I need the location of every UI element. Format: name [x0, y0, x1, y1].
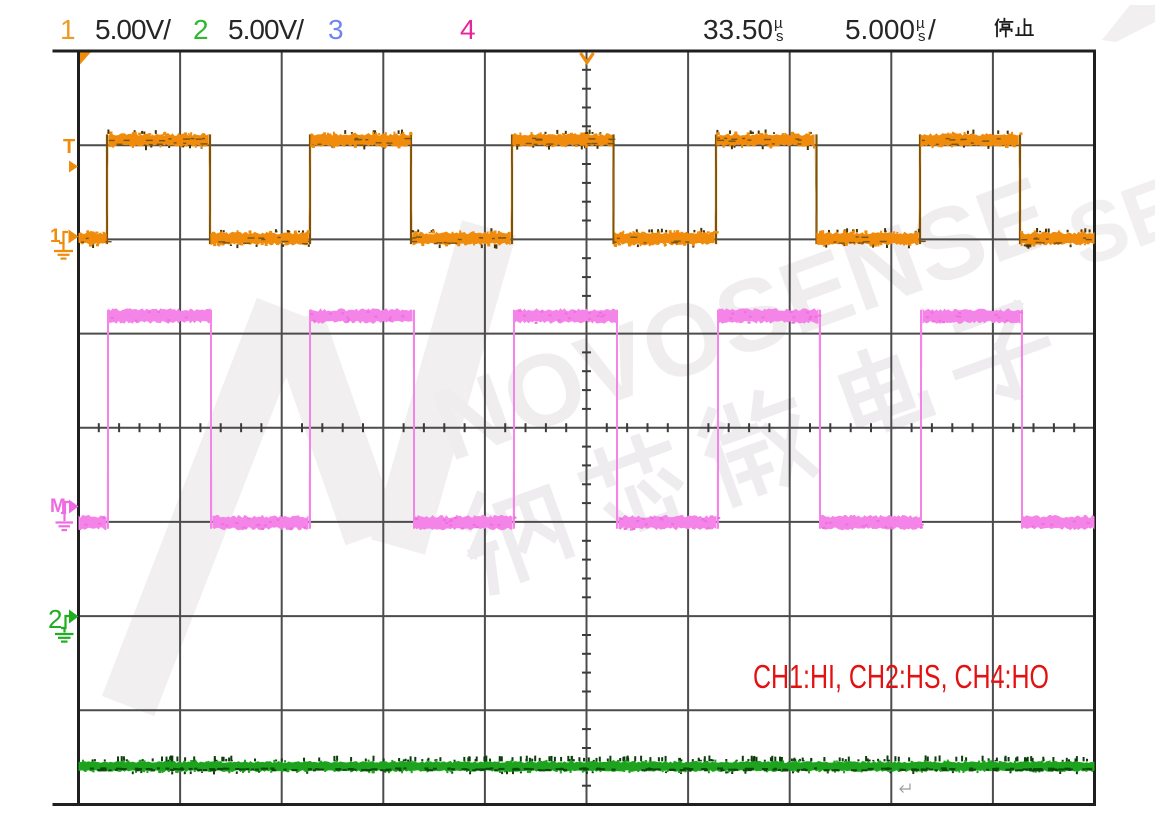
svg-text:4: 4 [460, 14, 476, 45]
svg-text:1: 1 [50, 226, 61, 247]
svg-text:2: 2 [48, 604, 62, 634]
svg-text:µ: µ [774, 15, 783, 32]
svg-text:T: T [63, 136, 75, 158]
svg-text:s: s [918, 28, 926, 45]
svg-text:µ: µ [916, 15, 925, 32]
svg-text:/: / [928, 14, 936, 45]
svg-text:3: 3 [328, 14, 344, 45]
svg-text:1: 1 [60, 14, 76, 45]
svg-text:5.00V/: 5.00V/ [228, 14, 304, 45]
svg-text:5.00V/: 5.00V/ [95, 14, 171, 45]
svg-text:CH1:HI, CH2:HS, CH4:HO: CH1:HI, CH2:HS, CH4:HO [753, 658, 1049, 695]
svg-text:2: 2 [193, 14, 209, 45]
svg-text:5.000: 5.000 [845, 14, 915, 45]
svg-text:M: M [50, 496, 66, 517]
svg-text:s: s [776, 28, 784, 45]
svg-text:33.50: 33.50 [703, 14, 773, 45]
